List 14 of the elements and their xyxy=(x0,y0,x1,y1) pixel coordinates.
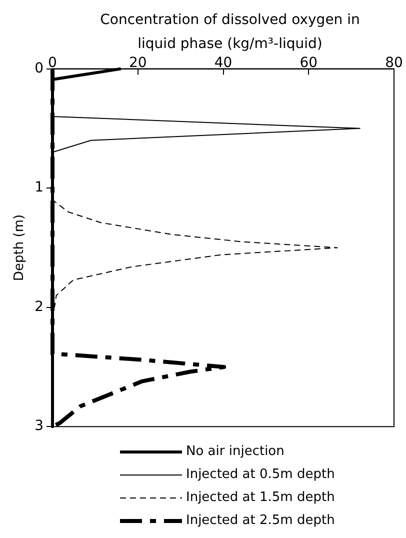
x-axis-title: Concentration of dissolved oxygen in liquid phase (kg/m³-liquid) xyxy=(99,11,361,54)
legend-label: No air injection xyxy=(186,444,284,459)
y-tick-label: 2 xyxy=(34,298,44,315)
y-tick-label: 3 xyxy=(34,418,44,434)
x-tick-label: 60 xyxy=(300,55,318,72)
legend-label: Injected at 0.5m depth xyxy=(186,467,335,482)
x-tick-label: 20 xyxy=(128,55,147,72)
y-tick-label: 1 xyxy=(34,180,44,196)
x-tick-label: 80 xyxy=(385,55,403,72)
x-tick-label: 0 xyxy=(48,55,57,72)
legend-label: Injected at 1.5m depth xyxy=(186,490,335,505)
y-axis-title: Depth (m) xyxy=(12,214,28,281)
legend-label: Injected at 2.5m depth xyxy=(186,513,335,528)
x-tick-label: 40 xyxy=(214,55,232,72)
